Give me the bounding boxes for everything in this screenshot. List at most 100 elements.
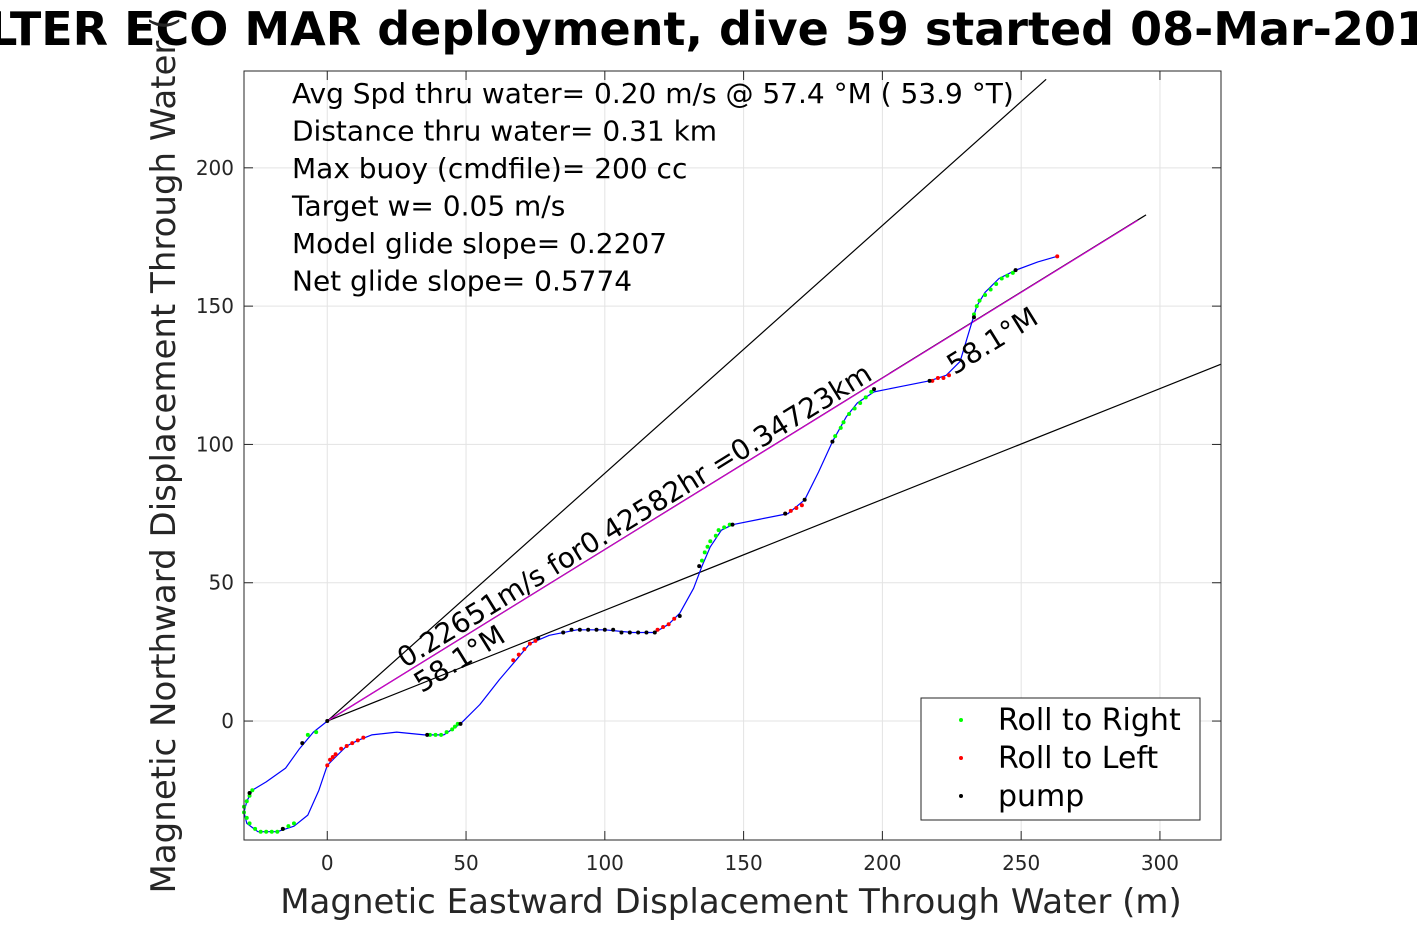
point-1-23 <box>935 376 940 381</box>
series-roll-to-left <box>325 254 1060 768</box>
point-0-36 <box>852 406 857 411</box>
point-0-24 <box>699 558 704 563</box>
point-0-8 <box>247 821 252 826</box>
point-0-33 <box>838 425 843 430</box>
point-1-24 <box>941 376 946 381</box>
point-0-39 <box>869 389 874 394</box>
point-0-21 <box>450 727 455 732</box>
point-2-17 <box>644 630 649 635</box>
point-1-12 <box>527 641 532 646</box>
point-0-11 <box>264 829 269 834</box>
point-2-5 <box>458 721 463 726</box>
point-0-23 <box>455 721 460 726</box>
info-line-4: Model glide slope= 0.2207 <box>292 227 667 260</box>
point-0-43 <box>983 293 988 298</box>
point-0-48 <box>1010 270 1015 275</box>
point-0-41 <box>974 304 979 309</box>
point-0-34 <box>841 420 846 425</box>
point-0-30 <box>722 525 727 530</box>
legend-label-1: Roll to Left <box>998 741 1158 776</box>
point-0-15 <box>286 824 291 829</box>
point-1-2 <box>330 755 335 760</box>
point-0-0 <box>314 730 319 735</box>
point-1-3 <box>333 752 338 757</box>
point-0-3 <box>247 793 252 798</box>
point-2-27 <box>971 315 976 320</box>
legend-label-0: Roll to Right <box>998 703 1181 738</box>
reference-lines <box>326 78 1222 722</box>
info-line-1: Distance thru water= 0.31 km <box>292 115 717 148</box>
point-2-15 <box>627 630 632 635</box>
point-1-15 <box>661 625 666 630</box>
point-1-0 <box>325 763 330 768</box>
info-line-2: Max buoy (cmdfile)= 200 cc <box>292 152 687 185</box>
point-1-20 <box>794 506 799 511</box>
point-0-31 <box>727 522 732 527</box>
series-roll-to-right <box>242 270 1015 834</box>
legend-marker-1 <box>959 756 963 760</box>
point-1-5 <box>344 743 349 748</box>
point-0-19 <box>439 732 444 737</box>
point-2-11 <box>594 627 599 632</box>
point-2-24 <box>830 439 835 444</box>
y-tick-label-4: 200 <box>196 156 234 180</box>
point-2-7 <box>561 630 566 635</box>
point-0-32 <box>833 434 838 439</box>
point-1-16 <box>666 622 671 627</box>
point-2-18 <box>652 630 657 635</box>
point-2-10 <box>586 627 591 632</box>
point-1-11 <box>522 647 527 652</box>
y-axis-label: Magnetic Northward Displacement Through … <box>144 17 184 894</box>
point-0-1 <box>305 732 310 737</box>
point-2-22 <box>783 511 788 516</box>
point-0-45 <box>994 281 999 286</box>
point-1-1 <box>328 757 333 762</box>
point-2-8 <box>569 627 574 632</box>
point-0-38 <box>863 395 868 400</box>
x-tick-label-6: 300 <box>1141 851 1179 875</box>
point-0-25 <box>702 550 707 555</box>
x-axis-label: Magnetic Eastward Displacement Through W… <box>280 882 1182 922</box>
reference-line-lower-cone <box>327 363 1222 722</box>
chart-title: LTER ECO MAR deployment, dive 59 started… <box>0 2 1417 56</box>
point-0-9 <box>253 826 258 831</box>
point-0-26 <box>705 544 710 549</box>
point-2-9 <box>577 627 582 632</box>
point-1-17 <box>672 616 677 621</box>
x-tick-label-1: 50 <box>453 851 478 875</box>
point-2-13 <box>611 627 616 632</box>
point-1-9 <box>511 658 516 663</box>
x-tick-label-0: 0 <box>321 851 334 875</box>
info-line-5: Net glide slope= 0.5774 <box>292 265 632 298</box>
point-1-4 <box>339 746 344 751</box>
point-1-25 <box>946 373 951 378</box>
point-2-28 <box>1013 268 1018 273</box>
x-tick-label-5: 250 <box>1002 851 1040 875</box>
point-0-10 <box>258 829 263 834</box>
point-1-13 <box>533 638 538 643</box>
point-2-16 <box>636 630 641 635</box>
point-0-4 <box>244 799 249 804</box>
point-1-19 <box>788 508 793 513</box>
point-1-8 <box>361 735 366 740</box>
x-tick-label-4: 200 <box>863 851 901 875</box>
point-2-25 <box>872 387 877 392</box>
point-2-12 <box>602 627 607 632</box>
point-0-47 <box>1005 273 1010 278</box>
point-2-3 <box>280 826 285 831</box>
point-0-22 <box>452 724 457 729</box>
point-1-22 <box>930 378 935 383</box>
y-tick-label-0: 0 <box>221 709 234 733</box>
point-0-2 <box>250 788 255 793</box>
reference-line-track-fit <box>326 219 1139 722</box>
legend-marker-0 <box>959 718 963 722</box>
point-2-23 <box>802 497 807 502</box>
point-0-17 <box>427 732 432 737</box>
y-tick-label-1: 50 <box>209 571 234 595</box>
x-tick-label-2: 100 <box>586 851 624 875</box>
point-2-2 <box>247 790 252 795</box>
point-0-28 <box>713 533 718 538</box>
point-0-29 <box>716 528 721 533</box>
point-0-35 <box>847 412 852 417</box>
